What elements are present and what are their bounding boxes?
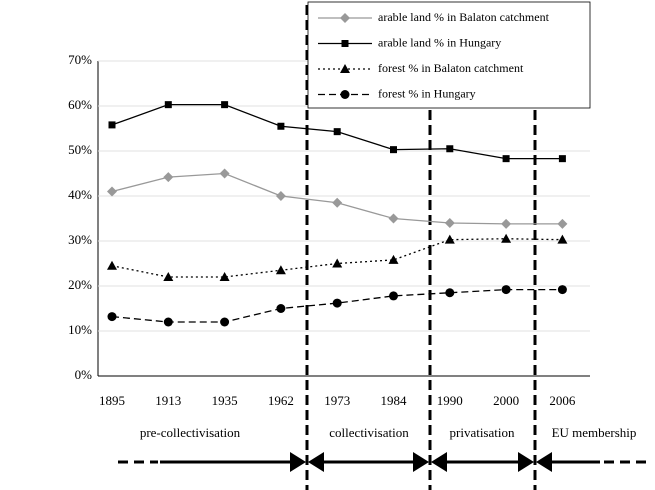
legend-label: arable land % in Hungary <box>378 35 501 49</box>
arrowhead <box>290 452 306 472</box>
x-tick-label: 1935 <box>212 393 238 408</box>
legend-label: forest % in Hungary <box>378 86 476 100</box>
x-tick-label: 1984 <box>381 393 408 408</box>
marker <box>557 285 567 295</box>
marker <box>219 272 230 281</box>
legend-marker <box>341 40 349 47</box>
legend-marker <box>340 13 350 23</box>
legend-entry: forest % in Balaton catchment <box>318 61 524 75</box>
marker <box>163 317 173 327</box>
legend-entry: arable land % in Hungary <box>318 35 501 49</box>
legend-label: forest % in Balaton catchment <box>378 61 524 75</box>
marker <box>332 258 343 268</box>
legend-entry: forest % in Hungary <box>318 86 476 100</box>
period-arrows <box>118 452 648 472</box>
arrowhead <box>431 452 447 472</box>
x-tick-label: 2006 <box>549 393 576 408</box>
y-tick-label: 50% <box>68 142 92 157</box>
marker <box>164 101 172 109</box>
marker <box>332 298 342 308</box>
marker <box>220 317 230 327</box>
marker <box>333 128 341 136</box>
marker <box>107 186 117 197</box>
arrowhead <box>536 452 552 472</box>
y-tick-label: 30% <box>68 232 92 247</box>
period-label: pre-collectivisation <box>140 425 241 440</box>
arrowhead <box>308 452 324 472</box>
x-tick-label: 1973 <box>324 393 350 408</box>
marker <box>219 168 230 179</box>
marker <box>445 288 455 298</box>
marker <box>388 213 399 224</box>
legend-entry: arable land % in Balaton catchment <box>318 10 550 24</box>
x-tick-label: 1895 <box>99 393 125 408</box>
series-line <box>111 238 563 278</box>
x-tick-label: 1990 <box>437 393 463 408</box>
marker <box>332 197 343 208</box>
marker <box>277 122 285 130</box>
marker <box>558 155 566 163</box>
period-label: privatisation <box>450 425 515 440</box>
marker <box>389 291 398 301</box>
arrowhead <box>413 452 429 472</box>
x-tick-label: 1962 <box>268 393 294 408</box>
marker <box>275 265 286 275</box>
marker <box>276 304 286 313</box>
marker <box>557 234 568 244</box>
marker <box>390 146 397 154</box>
marker <box>107 312 117 322</box>
marker <box>446 145 454 153</box>
y-tick-label: 20% <box>68 277 92 292</box>
arrowhead <box>518 452 534 472</box>
y-tick-label: 10% <box>68 322 92 337</box>
y-tick-label: 70% <box>68 52 92 67</box>
marker <box>444 218 455 228</box>
period-label: collectivisation <box>329 425 409 440</box>
x-tick-label: 2000 <box>493 393 519 408</box>
marker <box>388 254 399 264</box>
legend-marker <box>340 64 350 73</box>
x-tick-label: 1913 <box>155 393 181 408</box>
marker <box>221 101 229 109</box>
marker <box>163 272 174 281</box>
legend-marker <box>340 90 350 99</box>
y-tick-label: 40% <box>68 187 92 202</box>
legend-label: arable land % in Balaton catchment <box>378 10 550 24</box>
marker <box>557 218 568 229</box>
marker <box>501 218 512 229</box>
legend-box <box>307 1 591 109</box>
y-tick-label: 0% <box>75 367 93 382</box>
marker <box>108 121 116 129</box>
marker <box>163 172 174 183</box>
marker <box>444 234 455 244</box>
series-line <box>111 288 563 323</box>
marker <box>501 233 512 243</box>
marker <box>501 285 511 295</box>
y-tick-label: 60% <box>68 97 92 112</box>
period-label: EU membership <box>552 425 637 440</box>
marker <box>502 155 510 163</box>
marker <box>275 191 286 201</box>
marker <box>107 260 117 270</box>
